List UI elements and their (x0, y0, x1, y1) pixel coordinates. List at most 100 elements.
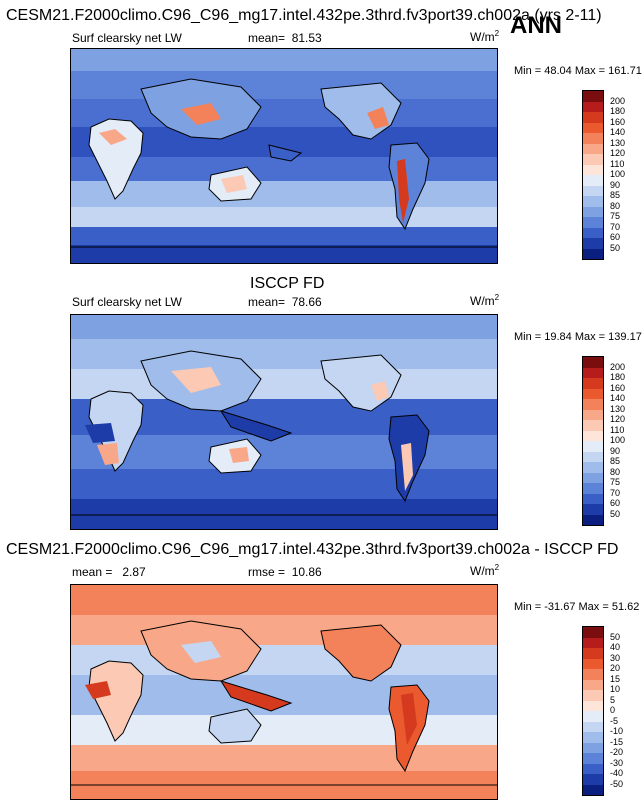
colorbar-tick: 100 (610, 435, 626, 445)
panel1-colorbar-swatch (583, 91, 603, 102)
panel3-colorbar-swatch (583, 700, 603, 711)
colorbar-tick: 80 (610, 466, 621, 477)
panel3-colorbar-swatch (583, 732, 603, 743)
panel1-mean: mean= 81.53 (248, 32, 322, 44)
colorbar-tick: 80 (610, 200, 621, 211)
panel1-colorbar-swatch (583, 217, 603, 228)
panel3-colorbar-swatch (583, 658, 603, 669)
panel1-units-exp: 2 (494, 29, 500, 38)
panel3-colorbar (582, 626, 604, 796)
colorbar-tick: 75 (610, 211, 621, 221)
colorbar-tick: 160 (610, 116, 626, 127)
colorbar-tick: 160 (610, 382, 626, 393)
panel3-mean-value: 2.87 (122, 565, 146, 579)
panel2-colorbar-swatch (583, 462, 603, 473)
panel3-colorbar-swatch (583, 648, 603, 659)
colorbar-tick: 90 (610, 445, 621, 456)
panel2-variable: Surf clearsky net LW (72, 295, 182, 309)
panel3-colorbar-ticks: 50 40 30 20 15 10 5 0 -5 -10 -15 -20 -30… (610, 626, 640, 794)
colorbar-tick: 140 (610, 127, 626, 137)
panel2-colorbar-swatch (583, 504, 603, 515)
panel2-colorbar-swatch (583, 367, 603, 378)
panel1-colorbar-ticks: 200 180 160 140 130 120 110 100 90 85 80… (610, 90, 640, 258)
panel1-colorbar-swatch (583, 248, 603, 259)
colorbar-tick: 30 (610, 652, 621, 663)
panel2-mean-value: 78.66 (291, 295, 322, 309)
colorbar-tick: 20 (610, 663, 621, 673)
panel1-colorbar-swatch (583, 185, 603, 196)
panel3-colorbar-swatch (583, 742, 603, 753)
panel2-colorbar-swatch (583, 514, 603, 525)
colorbar-tick: 110 (610, 424, 625, 435)
colorbar-tick: -40 (610, 768, 624, 778)
colorbar-tick: 130 (610, 137, 626, 148)
panel1-mean-label: mean= (248, 31, 286, 45)
colorbar-tick: -15 (610, 736, 624, 747)
panel3-colorbar-swatch (583, 669, 603, 680)
colorbar-tick: 85 (610, 456, 621, 466)
colorbar-tick: 180 (610, 106, 626, 116)
panel2-colorbar-swatch (583, 388, 603, 399)
season-label: ANN (510, 12, 562, 39)
panel2-colorbar-swatch (583, 441, 603, 452)
panel2-units-exp: 2 (494, 293, 500, 302)
colorbar-tick: 85 (610, 190, 621, 200)
colorbar-tick: -20 (610, 747, 624, 757)
panel1-colorbar-swatch (583, 164, 603, 175)
panel3-colorbar-swatch (583, 711, 603, 722)
panel2-colorbar-swatch (583, 493, 603, 504)
panel1-colorbar-swatch (583, 238, 603, 249)
panel3-minmax: Min = -31.67 Max = 51.62 (514, 601, 640, 613)
panel3-colorbar-swatch (583, 690, 603, 701)
colorbar-tick: 5 (610, 694, 616, 705)
panel2-colorbar-swatch (583, 409, 603, 420)
panel1-colorbar-swatch (583, 227, 603, 238)
panel3-colorbar-swatch (583, 627, 603, 638)
panel1-colorbar-swatch (583, 101, 603, 112)
panel2-colorbar-ticks: 200 180 160 140 130 120 110 100 90 85 80… (610, 356, 640, 524)
colorbar-tick: 140 (610, 393, 626, 403)
colorbar-tick: 50 (610, 242, 621, 253)
colorbar-tick: 60 (610, 232, 621, 242)
panel3-colorbar-swatch (583, 753, 603, 764)
panel2-title: ISCCP FD (250, 275, 325, 292)
colorbar-tick: 0 (610, 705, 616, 715)
panel2-units-base: W/m (470, 294, 495, 308)
panel3-rmse: rmse = 10.86 (248, 566, 322, 578)
panel1-colorbar-swatch (583, 122, 603, 133)
panel3-rmse-label: rmse = (248, 565, 286, 579)
panel1-minmax: Min = 48.04 Max = 161.71 (514, 65, 642, 77)
panel3-units-exp: 2 (494, 563, 500, 572)
colorbar-tick: 75 (610, 477, 621, 487)
colorbar-tick: 120 (610, 414, 626, 424)
colorbar-tick: 120 (610, 148, 626, 158)
panel3-mean: mean = 2.87 (72, 566, 146, 578)
panel2-colorbar-swatch (583, 451, 603, 462)
colorbar-tick: 200 (610, 361, 626, 372)
colorbar-tick: 15 (610, 673, 621, 684)
panel1-map (70, 48, 498, 264)
colorbar-tick: -30 (610, 757, 624, 768)
panel2-minmax: Min = 19.84 Max = 139.17 (514, 331, 642, 343)
colorbar-tick: 180 (610, 372, 626, 382)
panel3-title: CESM21.F2000climo.C96_C96_mg17.intel.432… (6, 541, 619, 558)
colorbar-tick: 200 (610, 95, 626, 106)
panel3-units: W/m2 (470, 563, 500, 578)
colorbar-tick: 40 (610, 642, 621, 652)
colorbar-tick: -10 (610, 726, 624, 736)
panel1-colorbar-swatch (583, 112, 603, 123)
panel3-map (70, 584, 498, 800)
panel3-colorbar-swatch (583, 721, 603, 732)
panel3-colorbar-swatch (583, 784, 603, 795)
colorbar-tick: 50 (610, 508, 621, 519)
colorbar-tick: 100 (610, 169, 626, 179)
panel1-colorbar-swatch (583, 196, 603, 207)
panel2-colorbar (582, 356, 604, 526)
panel1-variable: Surf clearsky net LW (72, 31, 182, 45)
panel1-mean-value: 81.53 (291, 31, 322, 45)
colorbar-tick: 10 (610, 684, 621, 694)
panel3-mean-label: mean = (72, 565, 113, 579)
panel2-colorbar-swatch (583, 483, 603, 494)
panel1-colorbar (582, 90, 604, 260)
panel1-units: W/m2 (470, 29, 500, 44)
